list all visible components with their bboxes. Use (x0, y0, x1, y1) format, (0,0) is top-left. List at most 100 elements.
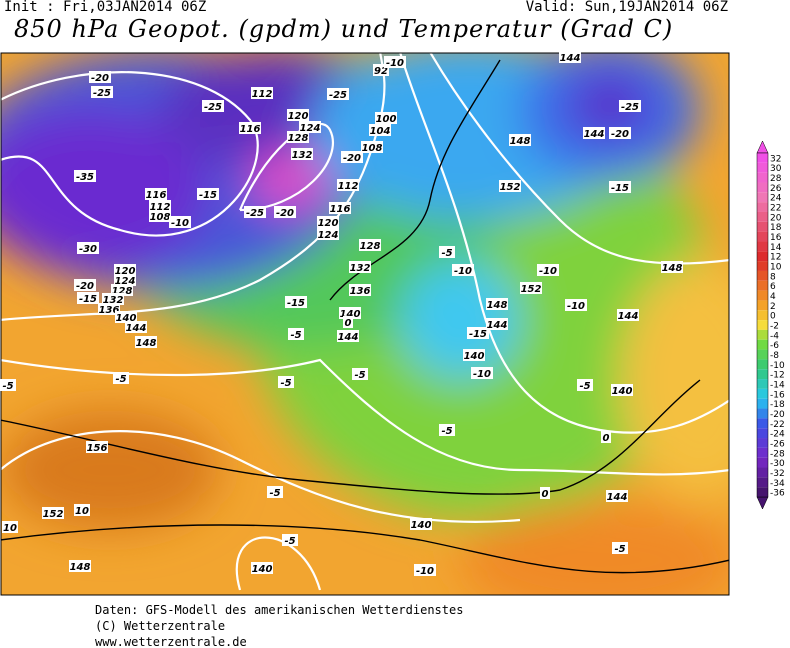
contour-label-box (145, 188, 167, 200)
contour-label: -15 (469, 329, 487, 340)
contour-label-box (244, 206, 266, 218)
contour-label: 140 (612, 386, 633, 397)
valid-time: Valid: Sun,19JAN2014 06Z (525, 0, 728, 15)
contour-label-box (540, 487, 550, 499)
colorbar-label: -10 (770, 361, 785, 371)
contour-label-box (114, 274, 136, 286)
contour-label: -10 (171, 218, 189, 229)
contour-label: 140 (116, 313, 137, 324)
contour-label-box (352, 368, 368, 380)
colorbar-swatch (757, 241, 768, 252)
contour-label-box (619, 100, 641, 112)
contour-label: 148 (70, 562, 91, 573)
contour-label: -10 (386, 58, 404, 69)
colorbar-label: 32 (770, 154, 781, 164)
colorbar-label: -4 (770, 331, 779, 341)
contour-label-box (135, 336, 157, 348)
contour-label: 128 (112, 286, 133, 297)
colorbar-label: -8 (770, 351, 779, 361)
contour-label: -5 (441, 248, 452, 259)
colorbar-label: 30 (770, 164, 782, 174)
colorbar-swatch (757, 329, 768, 340)
footer-line: (C) Wetterzentrale (95, 619, 226, 633)
contour-label: -20 (276, 208, 294, 219)
colorbar-label: -32 (770, 469, 785, 479)
contour-label-box (601, 431, 611, 443)
contour-label: 0 (345, 318, 352, 329)
contour-label: -10 (567, 301, 585, 312)
contour-label-box (285, 296, 307, 308)
contour-label-box (349, 261, 371, 273)
contour-label: 144 (560, 53, 581, 64)
contour-label: 112 (150, 202, 171, 213)
colorbar-swatch (757, 418, 768, 429)
contour-label-box (202, 100, 224, 112)
footer-line: Daten: GFS-Modell des amerikanischen Wet… (95, 603, 464, 617)
contour-label-box (125, 321, 147, 333)
contour-label: 92 (374, 66, 388, 77)
contour-label-box (486, 318, 508, 330)
contour-label: 144 (618, 311, 639, 322)
contour-label: 148 (487, 300, 508, 311)
colorbar-label: 12 (770, 253, 781, 263)
contour-label: -5 (284, 536, 295, 547)
colorbar-label: -36 (770, 489, 785, 499)
contour-label-box (609, 127, 631, 139)
contour-label: -10 (539, 266, 557, 277)
colorbar-swatch (757, 192, 768, 203)
footer-line: www.wetterzentrale.de (95, 635, 247, 648)
contour-label: 148 (136, 338, 157, 349)
contour-label-box (565, 299, 587, 311)
colorbar-swatch (757, 231, 768, 242)
contour-label-box (288, 328, 304, 340)
contour-label: 152 (521, 284, 542, 295)
colorbar-swatch (757, 251, 768, 262)
contour-label-box (74, 504, 90, 516)
contour-label-box (114, 264, 136, 276)
contour-label: 152 (43, 509, 64, 520)
contour-label-box (375, 112, 397, 124)
colorbar-label: -12 (770, 371, 785, 381)
contour-label: 148 (510, 136, 531, 147)
colorbar-frame (756, 152, 769, 498)
contour-label: 0 (542, 489, 549, 500)
colorbar-label: 24 (770, 194, 782, 204)
contour-label-box (559, 51, 581, 63)
colorbar-label: 18 (770, 223, 782, 233)
contour-label: -10 (454, 266, 472, 277)
contour-label: -5 (614, 544, 625, 555)
contour-label-box (463, 349, 485, 361)
contour-label: 104 (370, 126, 391, 137)
contour-label: 128 (288, 133, 309, 144)
colorbar-swatch (757, 398, 768, 409)
contour-label-box (169, 216, 191, 228)
contour-label: -10 (473, 369, 491, 380)
colorbar-swatch (757, 153, 768, 163)
contour-label: 116 (240, 124, 261, 135)
contour-label-box (0, 379, 16, 391)
contour-label-box (337, 330, 359, 342)
colorbar-swatch (757, 487, 768, 497)
contour-label-box (115, 311, 137, 323)
contour-label-box (471, 367, 493, 379)
contour-label: -5 (2, 381, 13, 392)
contour-label-box (452, 264, 474, 276)
contour-label: 144 (126, 323, 147, 334)
contour-label-box (467, 327, 489, 339)
contour-label-box (317, 228, 339, 240)
contour-label: -20 (343, 153, 361, 164)
colorbar-bottom-arrow (756, 496, 769, 510)
colorbar-swatch (757, 359, 768, 370)
contour-label: -5 (354, 370, 365, 381)
contour-label-box (287, 109, 309, 121)
contour-label-box (251, 87, 273, 99)
contour-label-box (287, 131, 309, 143)
contour-label-box (113, 372, 129, 384)
colorbar-label: -28 (770, 449, 785, 459)
contour-label-box (343, 316, 353, 328)
contour-label: 132 (292, 150, 313, 161)
colorbar-swatch (757, 447, 768, 458)
contour-label: 100 (376, 114, 397, 125)
